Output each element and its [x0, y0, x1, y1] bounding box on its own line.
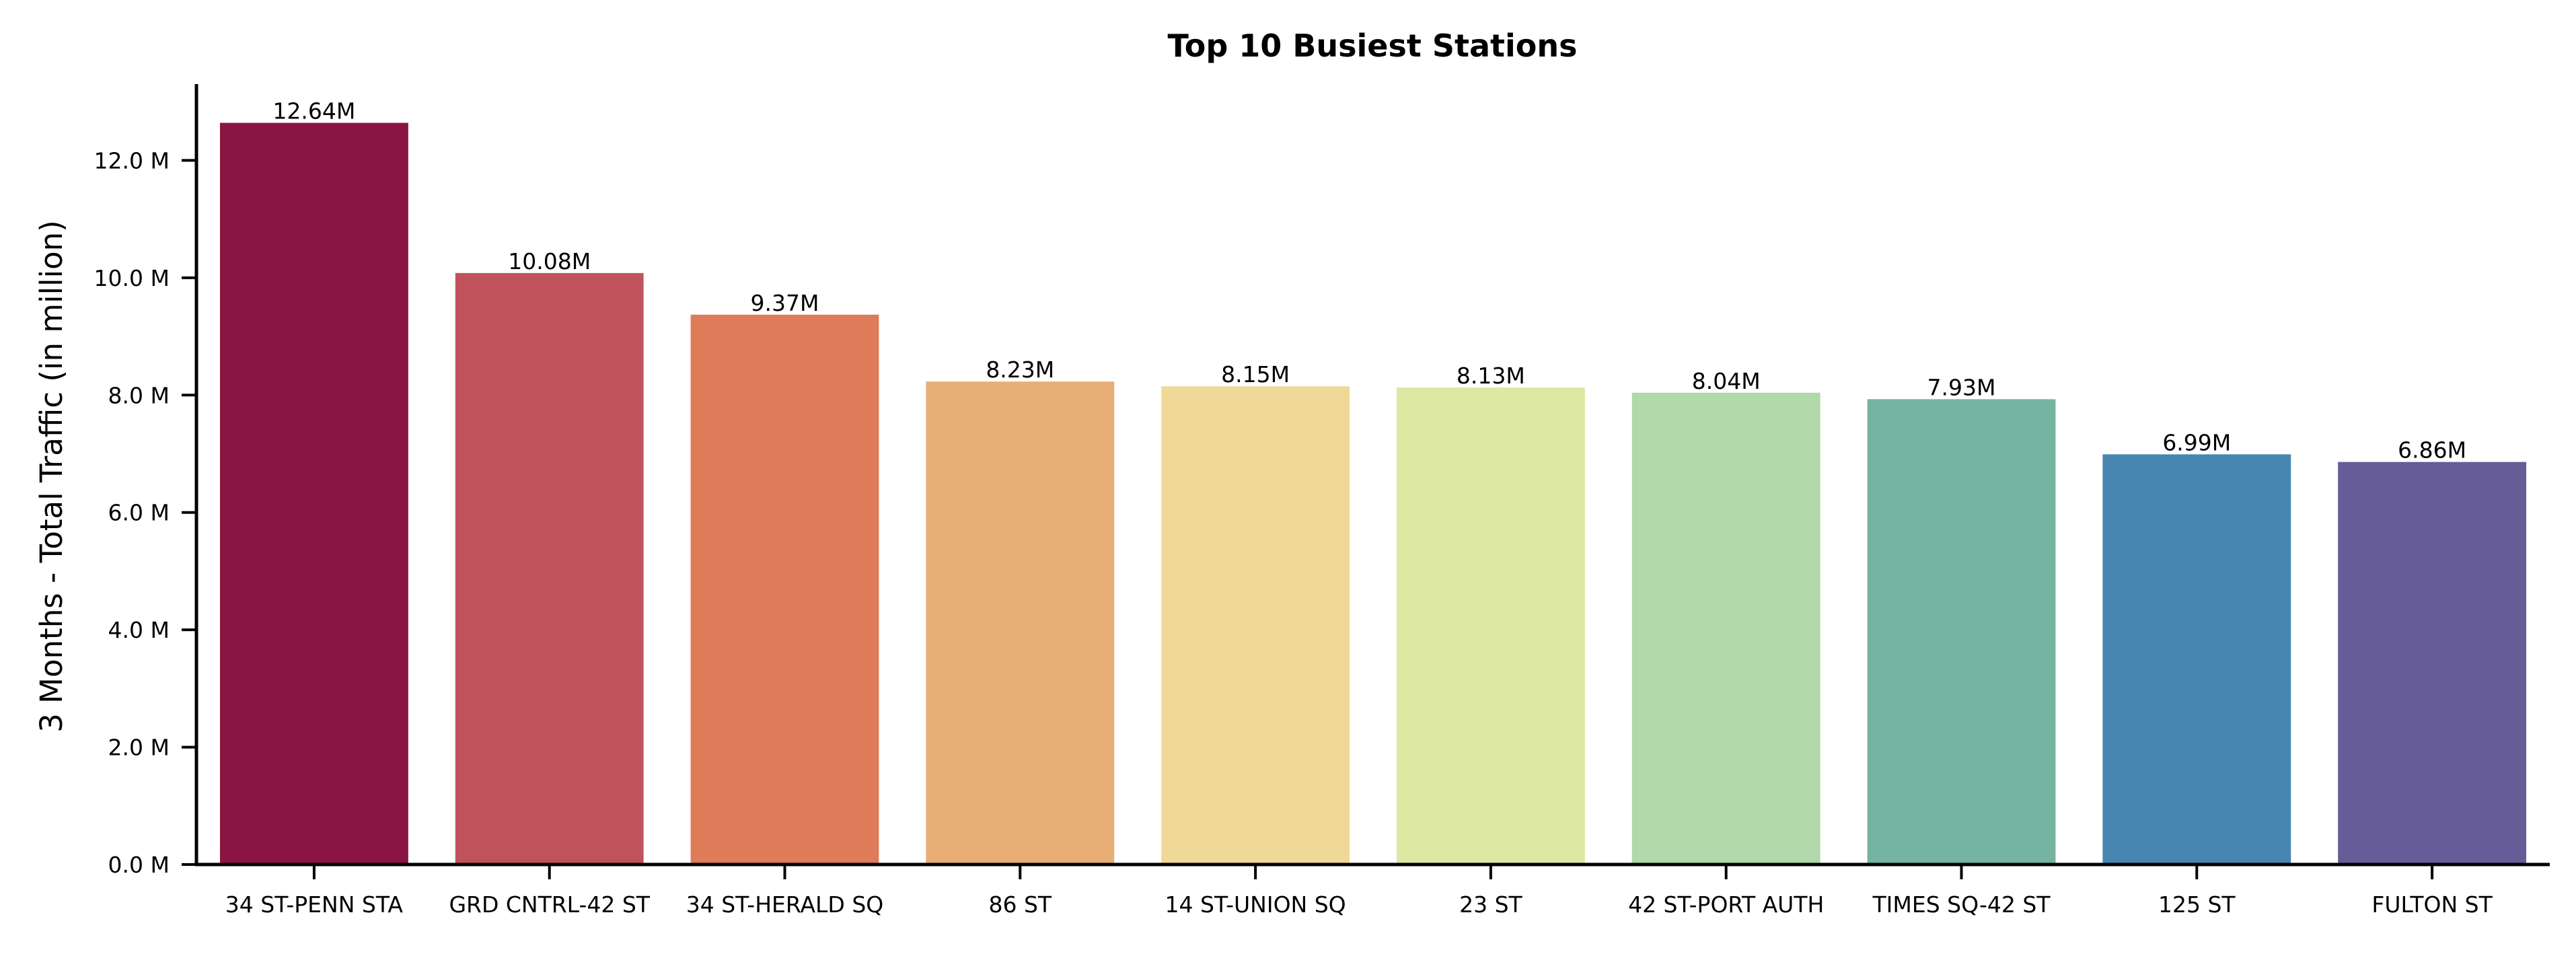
chart-title: Top 10 Busiest Stations [1167, 28, 1577, 64]
bar [2102, 454, 2291, 865]
bar [1396, 387, 1585, 865]
bar [2338, 462, 2527, 865]
x-tick-label: 14 ST-UNION SQ [1165, 891, 1346, 918]
data-label: 8.13M [1457, 363, 1525, 389]
data-label: 8.15M [1221, 361, 1290, 388]
y-axis-label: 3 Months - Total Traffic (in million) [34, 220, 69, 733]
y-tick-label: 6.0 M [108, 500, 170, 526]
y-tick-label: 12.0 M [94, 147, 170, 174]
x-tick-label: FULTON ST [2371, 891, 2493, 918]
data-label: 7.93M [1927, 374, 1996, 400]
data-label: 10.08M [508, 248, 591, 274]
y-tick-label: 8.0 M [108, 382, 170, 408]
bar [1631, 392, 1820, 865]
x-tick-label: 34 ST-HERALD SQ [686, 891, 884, 918]
bar [455, 272, 644, 865]
bars-layer [219, 122, 2527, 865]
bar [926, 381, 1115, 865]
data-labels-layer: 12.64M 10.08M 9.37M 8.23M 8.15M 8.13M 8.04M 7.9… [272, 98, 2466, 464]
bar [1161, 386, 1350, 865]
data-label: 12.64M [272, 98, 355, 124]
data-label: 9.37M [751, 290, 819, 316]
axes-layer: 34 ST-PENN STA GRD CNTRL-42 ST 34 ST-HERAL… [94, 84, 2550, 918]
data-label: 6.99M [2162, 429, 2231, 455]
data-label: 8.04M [1692, 368, 1761, 394]
y-tick-label: 2.0 M [108, 735, 170, 761]
x-tick-label: GRD CNTRL-42 ST [449, 891, 650, 918]
data-label: 8.23M [986, 357, 1054, 383]
bar [1867, 399, 2056, 865]
x-tick-label: 34 ST-PENN STA [225, 891, 404, 918]
y-tick-label: 0.0 M [108, 852, 170, 878]
x-tick-label: 23 ST [1459, 891, 1522, 918]
bar [219, 122, 408, 865]
x-tick-label: 42 ST-PORT AUTH [1628, 891, 1824, 918]
y-tick-label: 4.0 M [108, 617, 170, 643]
x-tick-label: TIMES SQ-42 ST [1872, 891, 2051, 918]
y-tick-label: 10.0 M [94, 265, 170, 291]
bar [690, 314, 879, 865]
data-label: 6.86M [2398, 437, 2466, 464]
x-tick-label: 125 ST [2158, 891, 2236, 918]
x-tick-label: 86 ST [989, 891, 1052, 918]
